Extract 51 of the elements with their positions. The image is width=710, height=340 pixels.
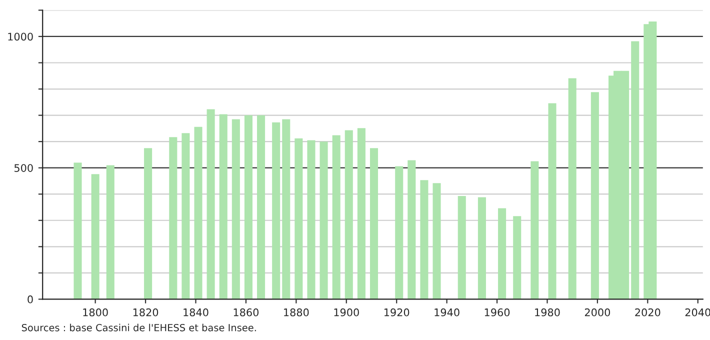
bar — [370, 148, 378, 300]
bar — [344, 130, 353, 300]
y-tick-label: 0 — [28, 295, 33, 304]
x-tick-label: 2020 — [635, 308, 660, 316]
source-note: Sources : base Cassini de l'EHESS et base Insee. — [22, 324, 256, 332]
bar — [530, 161, 539, 300]
bar — [91, 174, 100, 300]
bar — [206, 109, 215, 300]
bar — [144, 148, 152, 300]
bar — [182, 133, 190, 300]
bar — [194, 126, 202, 300]
x-tick-label: 2040 — [685, 308, 710, 316]
bar — [169, 137, 178, 300]
bar — [74, 162, 82, 300]
bar — [631, 41, 640, 300]
x-tick-label: 1860 — [234, 308, 259, 316]
bar — [294, 138, 303, 300]
x-tick-label: 1960 — [484, 308, 510, 316]
bar — [568, 78, 576, 300]
bar — [357, 128, 366, 300]
bar — [408, 160, 416, 300]
x-tick-label: 1980 — [535, 308, 560, 316]
bar — [432, 183, 441, 300]
x-tick-label: 1840 — [184, 308, 208, 316]
x-tick-label: 1800 — [83, 308, 108, 316]
x-tick-label: 1900 — [334, 308, 359, 316]
x-tick-label: 1880 — [284, 308, 309, 316]
y-tick-label: 1000 — [8, 32, 33, 41]
bar — [498, 208, 506, 300]
bar — [219, 114, 228, 300]
bar — [244, 115, 252, 300]
x-tick-label: 2000 — [584, 308, 610, 316]
bar — [548, 103, 556, 300]
bar — [307, 140, 316, 300]
bar — [590, 92, 599, 300]
x-tick-label: 1820 — [133, 308, 158, 316]
bar — [320, 142, 328, 300]
x-tick-label: 1940 — [434, 308, 460, 316]
y-tick-label: 500 — [14, 164, 33, 172]
bar — [395, 166, 404, 300]
bar — [232, 119, 240, 300]
bar — [106, 165, 114, 300]
bar — [332, 135, 340, 300]
bar — [257, 115, 266, 300]
bar — [458, 196, 466, 300]
bar — [478, 197, 486, 300]
bar — [272, 122, 280, 300]
x-tick-label: 1920 — [384, 308, 410, 316]
bar — [282, 119, 290, 300]
bar — [420, 180, 428, 300]
bar — [513, 216, 522, 300]
